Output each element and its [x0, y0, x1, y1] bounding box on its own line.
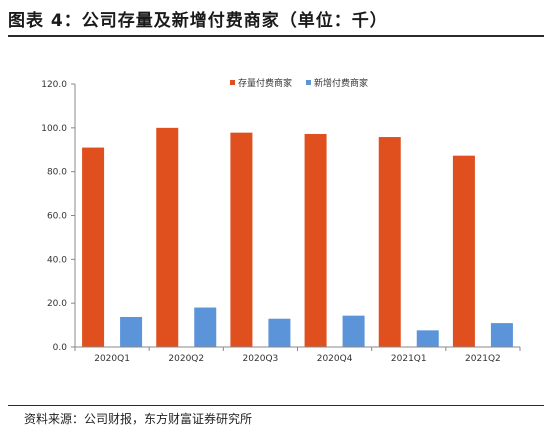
x-tick-label: 2020Q1	[94, 354, 130, 364]
x-axis: 2020Q1 2020Q2 2020Q3 2020Q4 2021Q1 2021Q2	[74, 346, 521, 364]
y-tick-label: 60.0	[47, 212, 67, 222]
bar-existing-2020Q2	[156, 127, 179, 347]
x-tick-label: 2021Q2	[465, 354, 501, 364]
y-tick-label: 80.0	[47, 168, 67, 178]
legend-swatch	[230, 80, 235, 85]
legend: 存量付费商家 新增付费商家	[230, 77, 368, 89]
bars	[82, 127, 513, 347]
bar-existing-2021Q2	[452, 155, 475, 347]
x-tick-label: 2021Q1	[391, 354, 427, 364]
bar-existing-2020Q4	[304, 133, 327, 347]
chart-title: 图表 4：公司存量及新增付费商家（单位：千）	[8, 11, 388, 31]
source-note: 资料来源：公司财报，东方财富证券研究所	[24, 412, 253, 426]
bar-new-2021Q2	[490, 323, 513, 347]
bar-existing-2020Q3	[230, 132, 253, 347]
bar-existing-2021Q1	[378, 137, 401, 347]
title-divider	[8, 35, 544, 37]
source-divider	[8, 405, 544, 406]
legend-label: 存量付费商家	[238, 77, 292, 89]
bar-new-2020Q4	[342, 315, 365, 347]
legend-swatch	[306, 80, 311, 85]
y-tick-label: 40.0	[47, 255, 67, 265]
bar-new-2020Q2	[194, 307, 217, 347]
x-tick-label: 2020Q2	[168, 354, 204, 364]
bar-existing-2020Q1	[82, 147, 105, 347]
x-tick-label: 2020Q4	[317, 354, 353, 364]
legend-label: 新增付费商家	[314, 77, 368, 89]
bar-new-2021Q1	[416, 330, 439, 347]
y-tick-label: 0.0	[53, 343, 68, 353]
y-tick-label: 120.0	[41, 80, 67, 90]
bar-new-2020Q1	[120, 316, 143, 347]
y-tick-label: 100.0	[41, 124, 67, 134]
bar-new-2020Q3	[268, 318, 291, 347]
y-tick-label: 20.0	[47, 299, 67, 309]
y-axis: 0.0 20.0 40.0 60.0 80.0 100.0 120.0	[41, 80, 76, 353]
x-tick-label: 2020Q3	[243, 354, 279, 364]
